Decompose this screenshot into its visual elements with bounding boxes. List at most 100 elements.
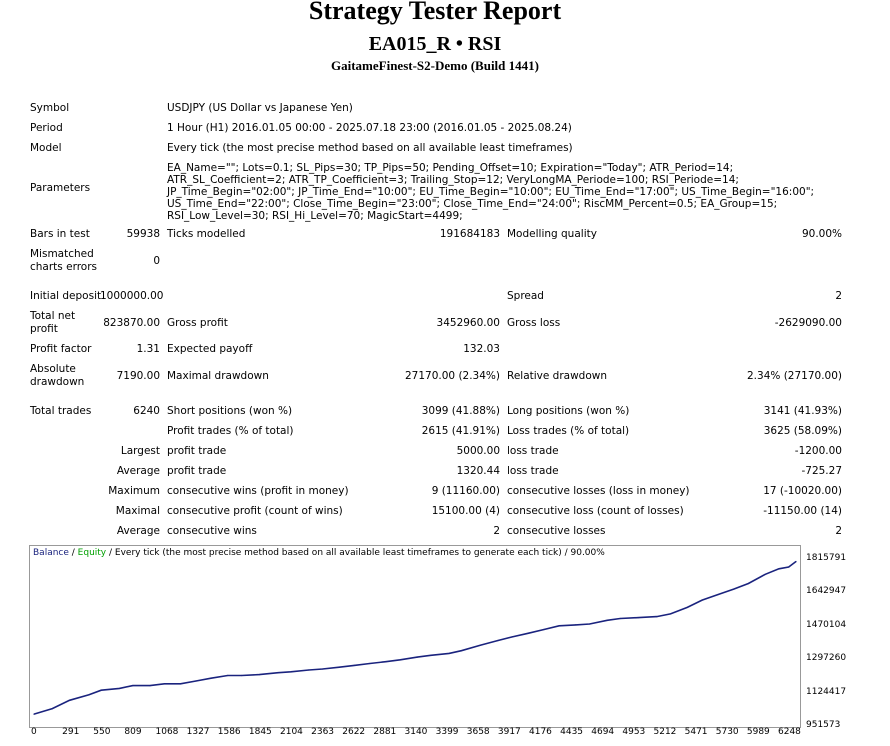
maximal-drawdown-value: 27170.00 (2.34%)	[405, 370, 500, 382]
short-positions-value: 3099 (41.88%)	[421, 405, 500, 417]
average-profit-trade-label: profit trade	[167, 465, 227, 477]
x-tick-label: 3658	[466, 727, 490, 737]
deposit-value: 1000000.00	[100, 290, 164, 302]
relative-drawdown-value: 2.34% (27170.00)	[747, 370, 842, 382]
data-point	[460, 650, 462, 652]
x-tick-label: 1068	[155, 727, 179, 737]
model-label: Model	[30, 142, 62, 154]
data-point	[733, 588, 735, 590]
data-point	[543, 628, 545, 631]
data-point	[589, 623, 591, 625]
data-point	[277, 672, 279, 674]
data-point	[528, 632, 530, 634]
data-point	[210, 677, 212, 679]
data-point	[717, 594, 719, 596]
symbol-value: USDJPY (US Dollar vs Japanese Yen)	[167, 102, 353, 114]
x-tick-label: 4694	[591, 727, 615, 737]
legend-equity: Equity	[77, 548, 107, 558]
x-tick-label: 2881	[373, 727, 397, 737]
x-tick-label: 5212	[653, 727, 677, 737]
average-consecutive-label: Average	[116, 525, 160, 537]
data-point	[619, 617, 621, 620]
x-tick-label: 550	[93, 727, 111, 737]
avg-consecutive-losses-label: consecutive losses	[507, 525, 606, 537]
loss-trades-label: Loss trades (% of total)	[507, 425, 630, 437]
chart-legend: Balance / Equity / Every tick (the most …	[33, 548, 605, 558]
avg-consecutive-wins-value: 2	[493, 525, 500, 537]
max-consecutive-wins-value: 9 (11160.00)	[431, 485, 500, 497]
data-point	[480, 644, 482, 646]
symbol-label: Symbol	[30, 102, 70, 114]
x-tick-label: 4435	[560, 727, 584, 737]
total-trades-label: Total trades	[30, 405, 92, 417]
report-subtitle: EA015_R • RSI	[368, 33, 502, 55]
average-loss-trade-value: -725.27	[801, 465, 842, 477]
data-point	[399, 659, 401, 661]
data-point	[416, 656, 418, 658]
average-profit-trade-value: 1320.44	[456, 465, 500, 477]
data-point	[795, 560, 797, 563]
legend-separator: /	[68, 548, 78, 558]
net-profit-value: 823870.00	[103, 317, 160, 329]
data-point	[258, 674, 260, 676]
maximal-drawdown-label: Maximal drawdown	[167, 370, 269, 382]
gross-profit-label: Gross profit	[167, 317, 228, 329]
x-tick-label: 4953	[622, 727, 646, 737]
bars-label: Bars in test	[30, 228, 90, 240]
data-point	[322, 668, 324, 670]
x-tick-label: 3917	[497, 727, 521, 737]
report-title: Strategy Tester Report	[308, 0, 562, 25]
report-server: GaitameFinest-S2-Demo (Build 1441)	[331, 58, 539, 73]
data-point	[778, 568, 780, 570]
data-point	[290, 671, 292, 673]
x-tick-label: 5989	[746, 727, 770, 737]
data-point	[656, 616, 658, 618]
x-tick-label: 1586	[217, 727, 241, 737]
mismatch-label-line2: charts errors	[30, 261, 97, 273]
data-point	[227, 674, 229, 677]
profit-trades-value: 2615 (41.91%)	[421, 425, 500, 437]
maximal-label: Maximal	[115, 505, 160, 517]
mismatch-label-line1: Mismatched	[30, 248, 94, 260]
data-point	[132, 685, 134, 687]
data-point	[33, 713, 35, 715]
data-point	[88, 694, 90, 696]
absolute-drawdown-label-line2: drawdown	[30, 376, 85, 388]
data-point	[686, 606, 688, 608]
average-label: Average	[116, 465, 160, 477]
max-consecutive-loss-value: -11150.00 (14)	[763, 505, 842, 517]
avg-consecutive-losses-value: 2	[835, 525, 842, 537]
data-point	[558, 625, 560, 627]
x-tick-label: 2104	[280, 727, 303, 737]
y-tick-label: 1297260	[806, 653, 847, 664]
gross-profit-value: 3452960.00	[436, 317, 500, 329]
max-consecutive-profit-value: 15100.00 (4)	[431, 505, 500, 517]
legend-description: / Every tick (the most precise method ba…	[106, 548, 605, 558]
gross-loss-label: Gross loss	[507, 317, 561, 329]
data-point	[606, 619, 608, 621]
parameters-value: EA_Name=""; Lots=0.1; SL_Pips=30; TP_Pip…	[167, 162, 815, 222]
largest-label: Largest	[120, 445, 160, 457]
x-tick-label: 4176	[529, 727, 552, 737]
spread-value: 2	[835, 290, 842, 302]
profit-factor-label: Profit factor	[30, 343, 92, 355]
data-point	[51, 708, 53, 710]
data-point	[308, 669, 310, 671]
data-point	[369, 662, 371, 665]
data-point	[179, 683, 182, 685]
data-point	[353, 664, 355, 666]
data-point	[118, 687, 121, 689]
parameters-label: Parameters	[30, 182, 91, 194]
data-point	[149, 685, 151, 687]
x-tick-label: 0	[31, 727, 37, 737]
maximum-label: Maximum	[108, 485, 160, 497]
data-point	[747, 582, 750, 585]
max-consecutive-profit-label: consecutive profit (count of wins)	[167, 505, 343, 517]
period-label: Period	[30, 122, 63, 134]
data-point	[430, 654, 432, 656]
profit-trades-label: Profit trades (% of total)	[167, 425, 294, 437]
gross-loss-value: -2629090.00	[774, 317, 842, 329]
ticks-value: 191684183	[439, 228, 500, 240]
largest-profit-trade-value: 5000.00	[456, 445, 500, 457]
x-tick-label: 5471	[684, 727, 708, 737]
